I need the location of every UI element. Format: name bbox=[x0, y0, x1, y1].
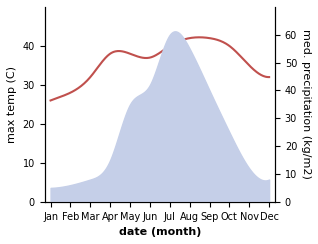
Y-axis label: med. precipitation (kg/m2): med. precipitation (kg/m2) bbox=[301, 30, 311, 179]
X-axis label: date (month): date (month) bbox=[119, 227, 201, 237]
Y-axis label: max temp (C): max temp (C) bbox=[7, 66, 17, 143]
